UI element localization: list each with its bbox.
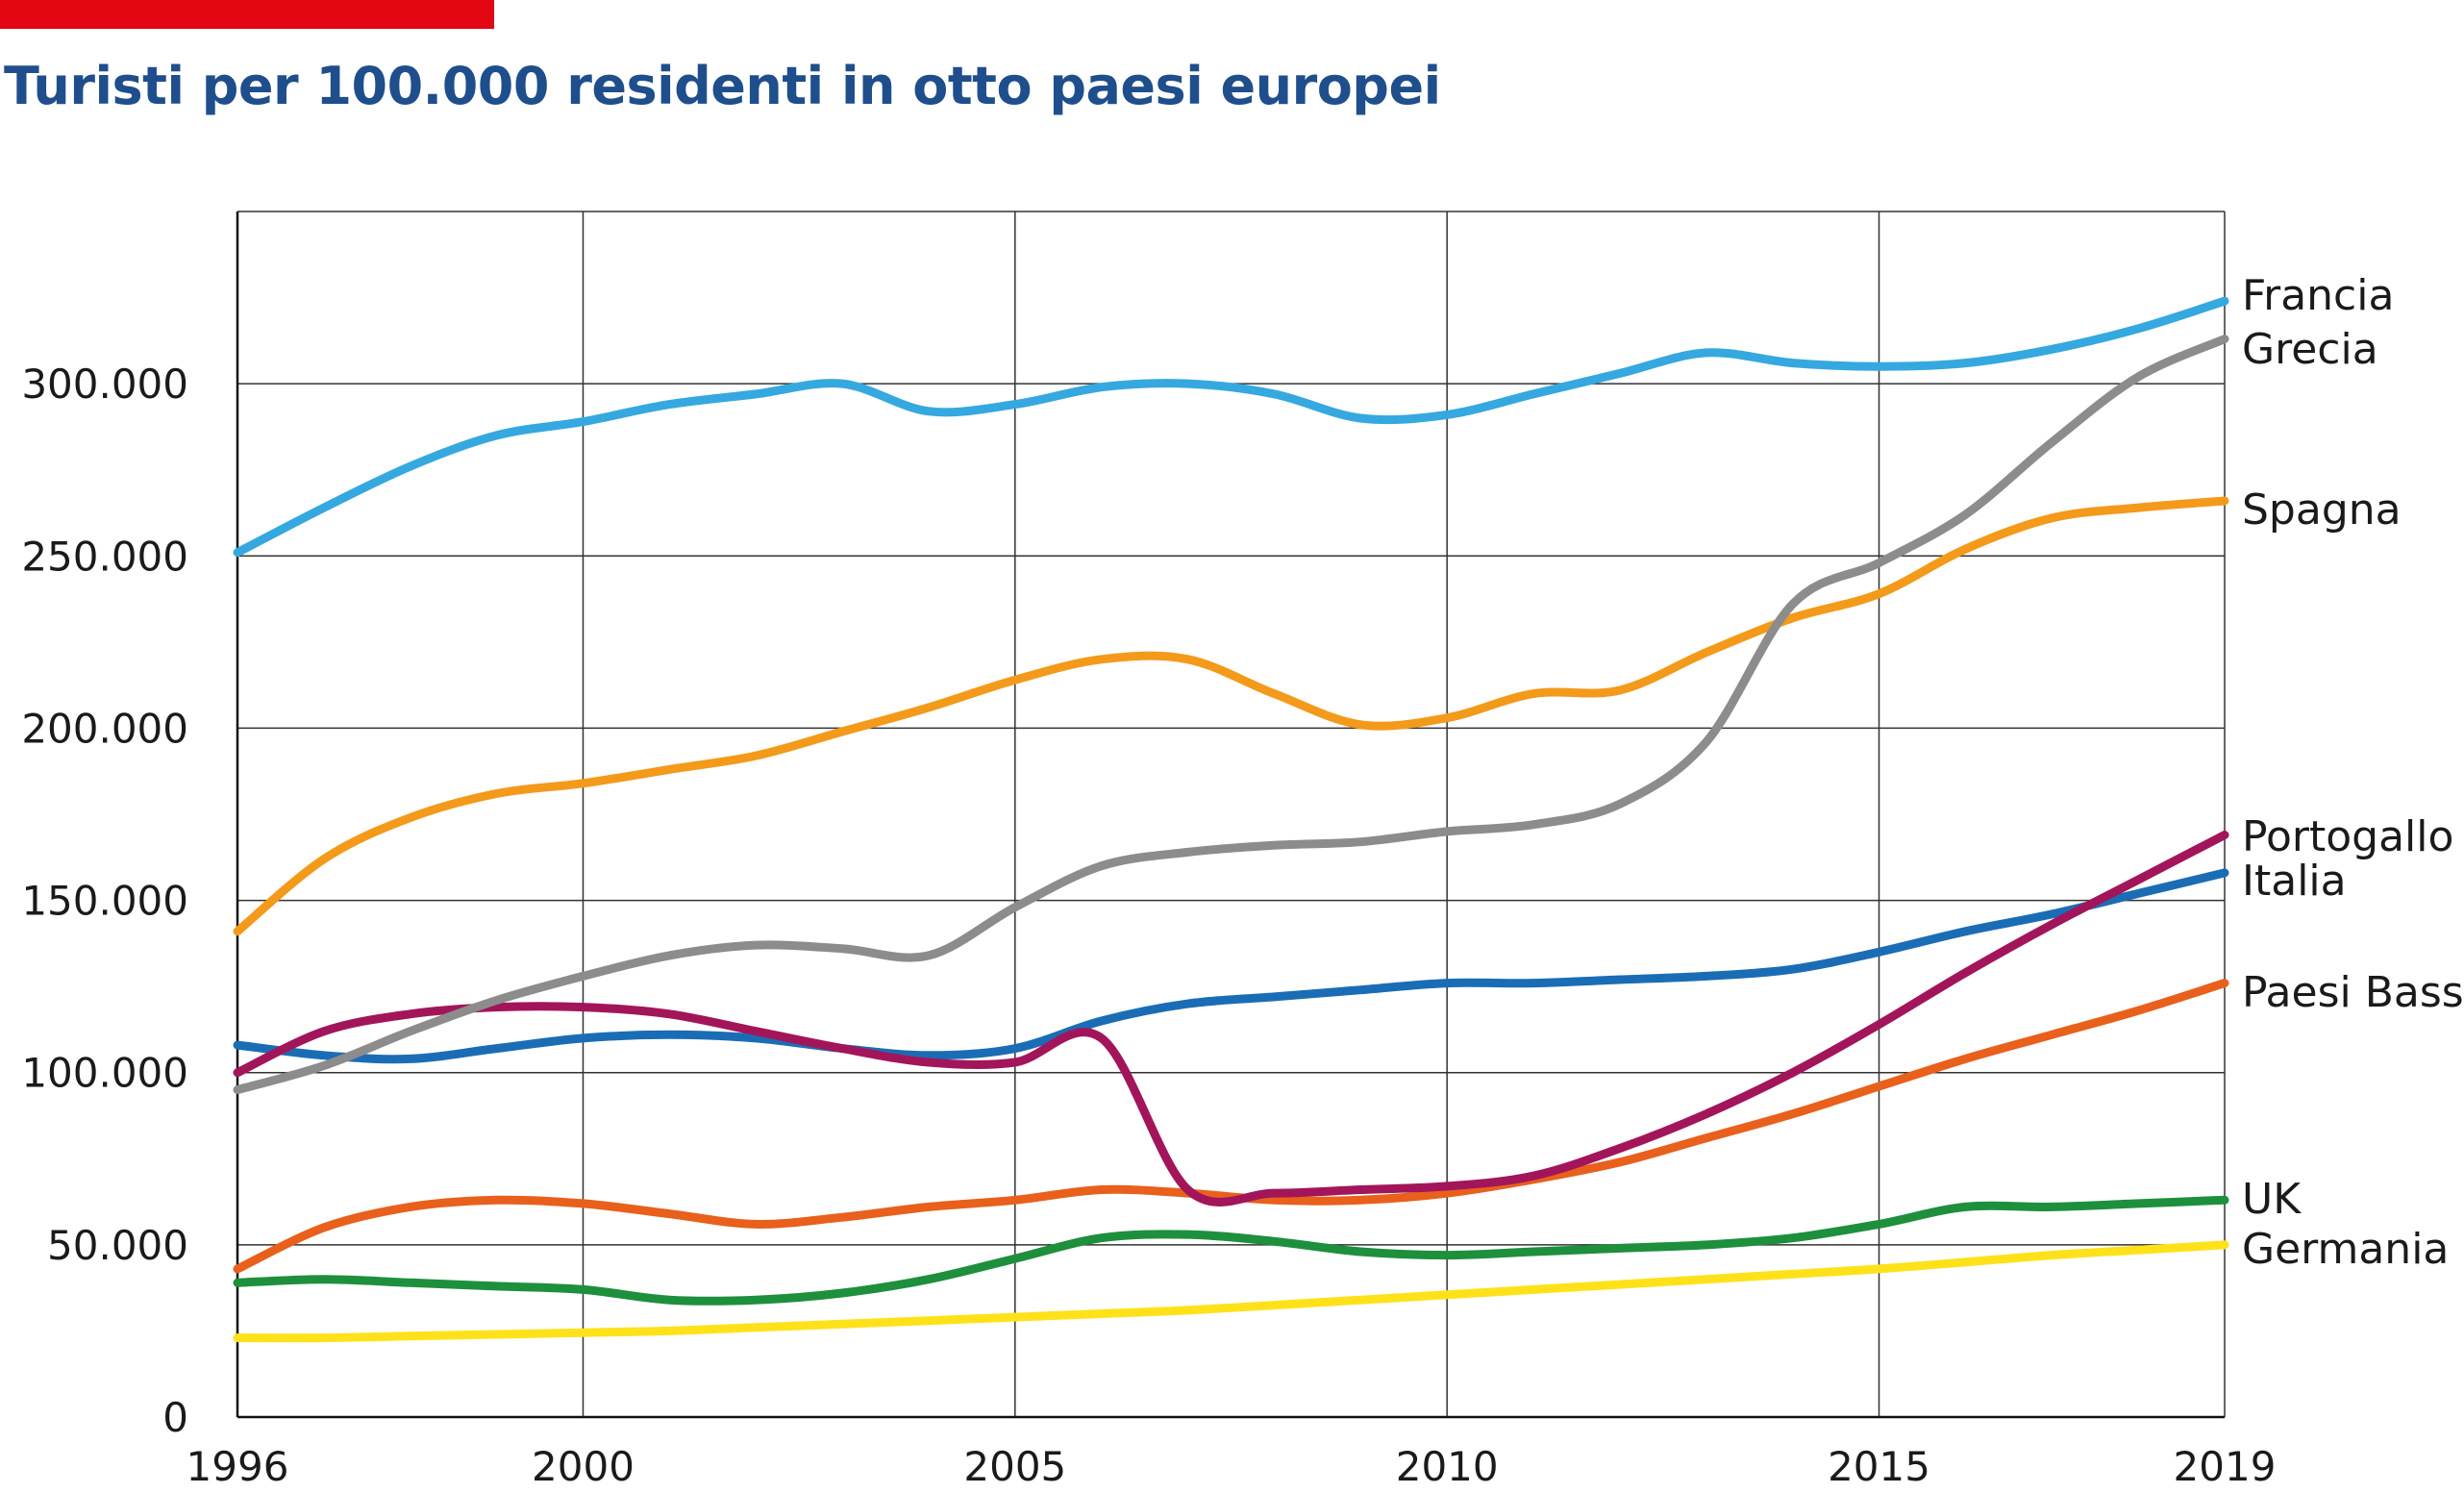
chart-title: Turisti per 100.000 residenti in otto pa…	[4, 56, 1441, 116]
series-line-germania	[233, 1240, 2229, 1343]
series-line-italia	[233, 868, 2229, 1064]
series-label-francia: Francia	[2242, 271, 2394, 320]
brand-red-bar	[0, 0, 494, 29]
series-line-grecia	[233, 335, 2229, 1095]
series-label-grecia: Grecia	[2242, 325, 2378, 374]
x-tick-label-0: 1996	[187, 1443, 289, 1490]
series-lines	[233, 296, 2229, 1343]
y-tick-label-0: 0	[162, 1394, 188, 1441]
y-tick-label-3: 150.000	[21, 878, 188, 925]
series-line-uk	[233, 1195, 2229, 1306]
series-line-portogallo	[233, 831, 2229, 1207]
series-line-paesi-bassi	[233, 979, 2229, 1274]
series-line-francia	[233, 296, 2229, 558]
series-label-italia: Italia	[2242, 857, 2347, 906]
series-label-uk: UK	[2242, 1175, 2302, 1224]
x-tick-label-1: 2000	[532, 1443, 635, 1490]
y-tick-label-2: 100.000	[21, 1050, 188, 1097]
series-label-portogallo: Portogallo	[2242, 812, 2453, 861]
series-label-paesi-bassi: Paesi Bassi	[2242, 968, 2464, 1017]
axes	[236, 211, 2225, 1419]
y-tick-label-4: 200.000	[21, 705, 188, 752]
y-tick-label-5: 250.000	[21, 533, 188, 580]
x-tick-label-2: 2005	[963, 1443, 1066, 1490]
x-tick-label-4: 2015	[1828, 1443, 1930, 1490]
series-label-spagna: Spagna	[2242, 485, 2402, 535]
y-tick-label-1: 50.000	[47, 1222, 188, 1269]
x-tick-label-3: 2010	[1396, 1443, 1499, 1490]
y-tick-label-6: 300.000	[21, 361, 188, 408]
series-line-spagna	[233, 496, 2229, 936]
series-label-germania: Germania	[2242, 1225, 2449, 1274]
x-tick-label-5: 2019	[2174, 1443, 2277, 1490]
tick-labels: 0 50.000 100.000 150.000 200.000 250.000 300.0…	[21, 361, 2276, 1490]
